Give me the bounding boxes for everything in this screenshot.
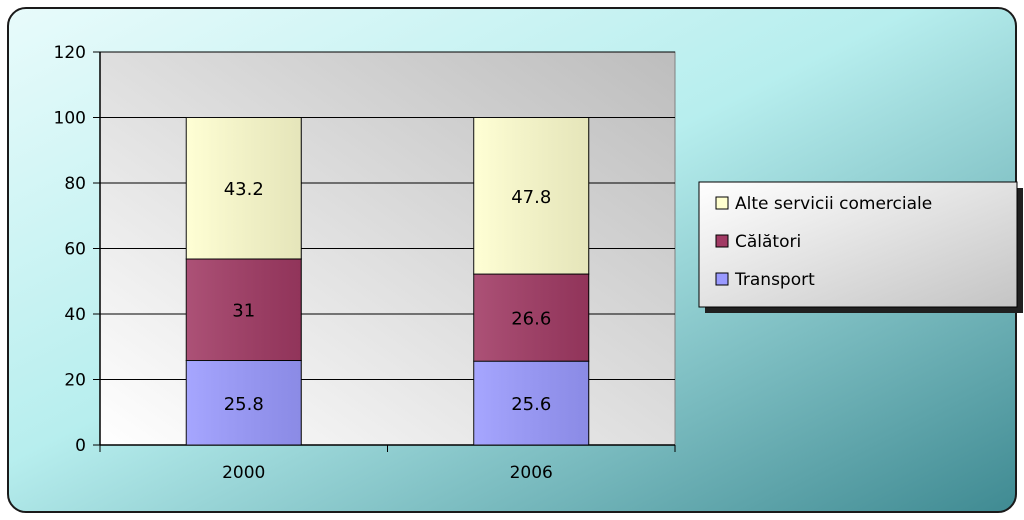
legend-label: Alte servicii comerciale xyxy=(735,194,932,214)
bar-segment-shading xyxy=(473,274,589,362)
legend-label: Călători xyxy=(735,232,801,252)
legend-box xyxy=(698,181,1018,308)
data-label: 43.2 xyxy=(224,179,264,200)
data-label: 26.6 xyxy=(511,309,551,330)
data-label: 31 xyxy=(232,301,255,322)
legend-swatch xyxy=(715,234,729,248)
data-label: 25.6 xyxy=(511,394,551,415)
tick-labels: 0 20 40 60 80 100 120 2000 2006 xyxy=(54,43,553,483)
x-tick-label: 2000 xyxy=(222,463,265,483)
y-tick-label: 80 xyxy=(64,174,86,194)
legend-swatch xyxy=(715,272,729,286)
bar-segment-shading xyxy=(186,117,302,259)
bar-segment-shading xyxy=(473,361,589,445)
legend-swatch xyxy=(715,196,729,210)
legend-label: Transport xyxy=(734,270,815,290)
y-tick-label: 100 xyxy=(54,109,86,129)
bar-segment-shading xyxy=(186,360,302,445)
bar-segment-shading xyxy=(186,258,302,361)
bar-segment-shading xyxy=(473,117,589,275)
y-tick-label: 120 xyxy=(54,43,86,63)
x-tick-label: 2006 xyxy=(510,463,553,483)
y-tick-label: 40 xyxy=(64,305,86,325)
y-tick-label: 0 xyxy=(75,436,86,456)
data-label: 25.8 xyxy=(224,394,264,415)
bars: 25.8 31 43.2 25.6 26.6 47.8 xyxy=(185,117,590,446)
y-tick-label: 60 xyxy=(64,240,86,260)
y-tick-label: 20 xyxy=(64,371,86,391)
data-label: 47.8 xyxy=(511,187,551,208)
legend: Alte servicii comerciale Călători Transpor… xyxy=(715,194,932,290)
